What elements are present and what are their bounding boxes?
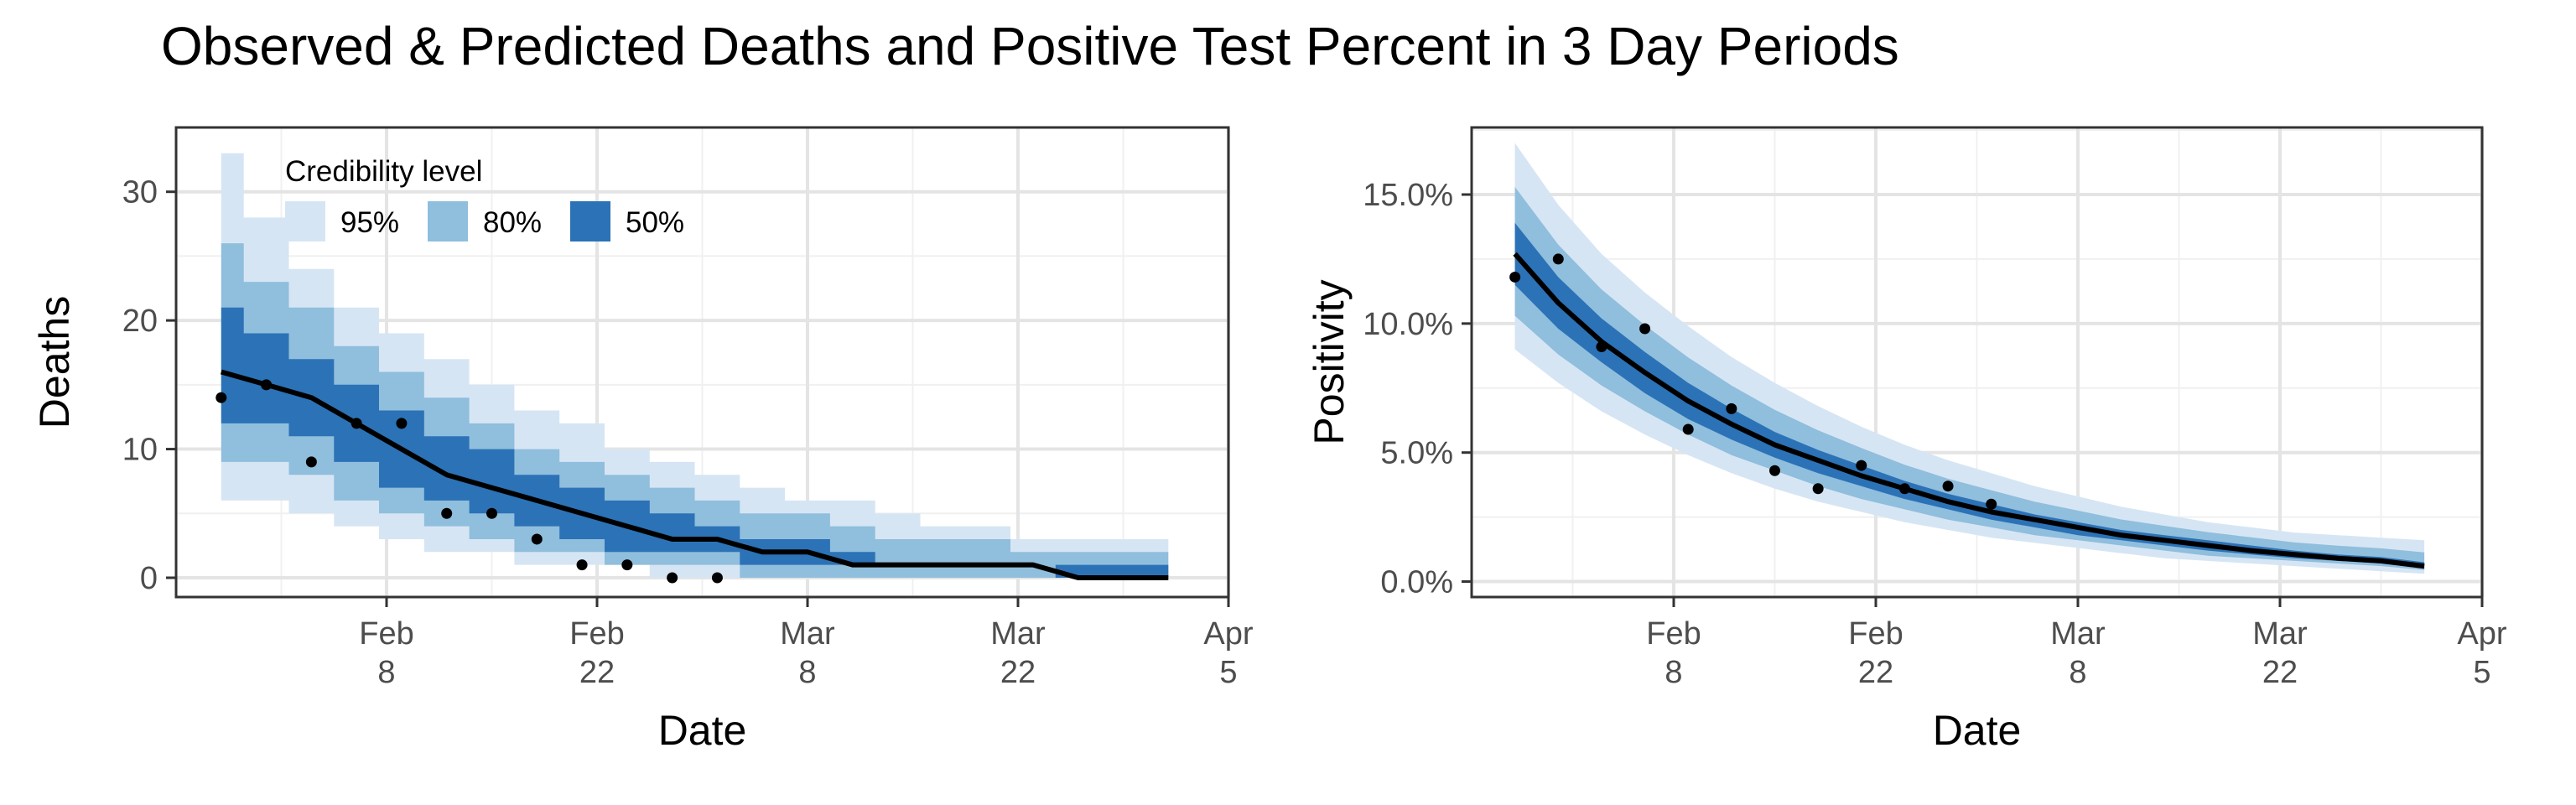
observed-point: [1942, 480, 1954, 492]
observed-point: [1639, 323, 1651, 335]
x-tick-label: Mar 8: [780, 616, 835, 690]
legend: Credibility level 95% 80% 50%: [285, 155, 684, 242]
observed-points: [216, 379, 723, 584]
x-tick-label: Feb 22: [1848, 616, 1903, 690]
observed-points: [1509, 253, 1997, 510]
legend-label: 95%: [340, 206, 399, 239]
y-tick-label: 15.0%: [1363, 178, 1453, 213]
median-line: [1513, 252, 2425, 569]
x-tick-label: Mar 8: [2050, 616, 2106, 690]
x-tick-label: Mar 22: [990, 616, 1046, 690]
observed-point: [1509, 271, 1521, 283]
x-tick-label: Mar 22: [2252, 616, 2308, 690]
y-axis-title: Deaths: [31, 296, 78, 428]
y-axis-title: Positivity: [1306, 279, 1353, 444]
x-tick-label: Feb 8: [359, 616, 413, 690]
observed-point: [261, 379, 273, 391]
observed-point: [1898, 483, 1910, 495]
observed-point: [711, 572, 723, 584]
credibility-bands: [1514, 143, 2425, 574]
legend-label: 50%: [626, 206, 684, 239]
observed-point: [486, 507, 497, 519]
panel-border: [1470, 126, 2484, 599]
y-tick-label: 30: [122, 175, 158, 210]
legend-swatch: [428, 201, 468, 242]
observed-point: [1552, 253, 1564, 265]
figure-title: Observed & Predicted Deaths and Positive…: [161, 16, 1899, 76]
observed-point: [1812, 483, 1824, 495]
observed-point: [667, 572, 678, 584]
y-tick-label: 0.0%: [1380, 565, 1453, 600]
observed-point: [1726, 402, 1737, 414]
observed-point: [1596, 341, 1607, 353]
median-line: [220, 369, 1169, 580]
observed-point: [1856, 460, 1867, 471]
observed-point: [1986, 498, 1997, 510]
observed-point: [1769, 465, 1780, 476]
x-tick-label: Feb 8: [1646, 616, 1701, 690]
band-50: [221, 307, 1169, 578]
observed-point: [576, 559, 588, 571]
positivity-chart: 0.0% 5.0% 10.0% 15.0% Feb 8 Feb 22 Mar 8 Mar 22 Apr 5…: [1306, 126, 2507, 754]
observed-point: [1682, 423, 1694, 435]
x-tick-label: Feb 22: [569, 616, 624, 690]
observed-point: [441, 507, 453, 519]
observed-point: [531, 533, 543, 545]
legend-title: Credibility level: [285, 155, 482, 188]
credibility-bands: [221, 153, 1169, 578]
legend-label: 80%: [483, 206, 542, 239]
deaths-chart: 0 10 20 30 Feb 8 Feb 22 Mar 8 Mar 22 Apr 5 Date Deaths C…: [31, 126, 1254, 754]
band-80: [1514, 186, 2425, 570]
observed-point: [396, 418, 408, 429]
y-tick-label: 5.0%: [1380, 436, 1453, 471]
y-tick-label: 10.0%: [1363, 307, 1453, 342]
observed-point: [305, 456, 317, 468]
y-tick-label: 10: [122, 433, 158, 468]
band-95: [1514, 143, 2425, 574]
panel-border: [174, 126, 1230, 599]
observed-point: [216, 392, 227, 403]
x-tick-label: Apr 5: [2457, 616, 2506, 690]
x-tick-label: Apr 5: [1203, 616, 1253, 690]
legend-swatch: [285, 201, 325, 242]
observed-point: [351, 418, 362, 429]
x-axis-title: Date: [658, 707, 747, 754]
y-tick-label: 20: [122, 304, 158, 339]
x-axis-title: Date: [1933, 707, 2022, 754]
observed-point: [621, 559, 633, 571]
y-tick-label: 0: [140, 561, 158, 596]
band-50: [1514, 222, 2425, 569]
legend-swatch: [570, 201, 610, 242]
